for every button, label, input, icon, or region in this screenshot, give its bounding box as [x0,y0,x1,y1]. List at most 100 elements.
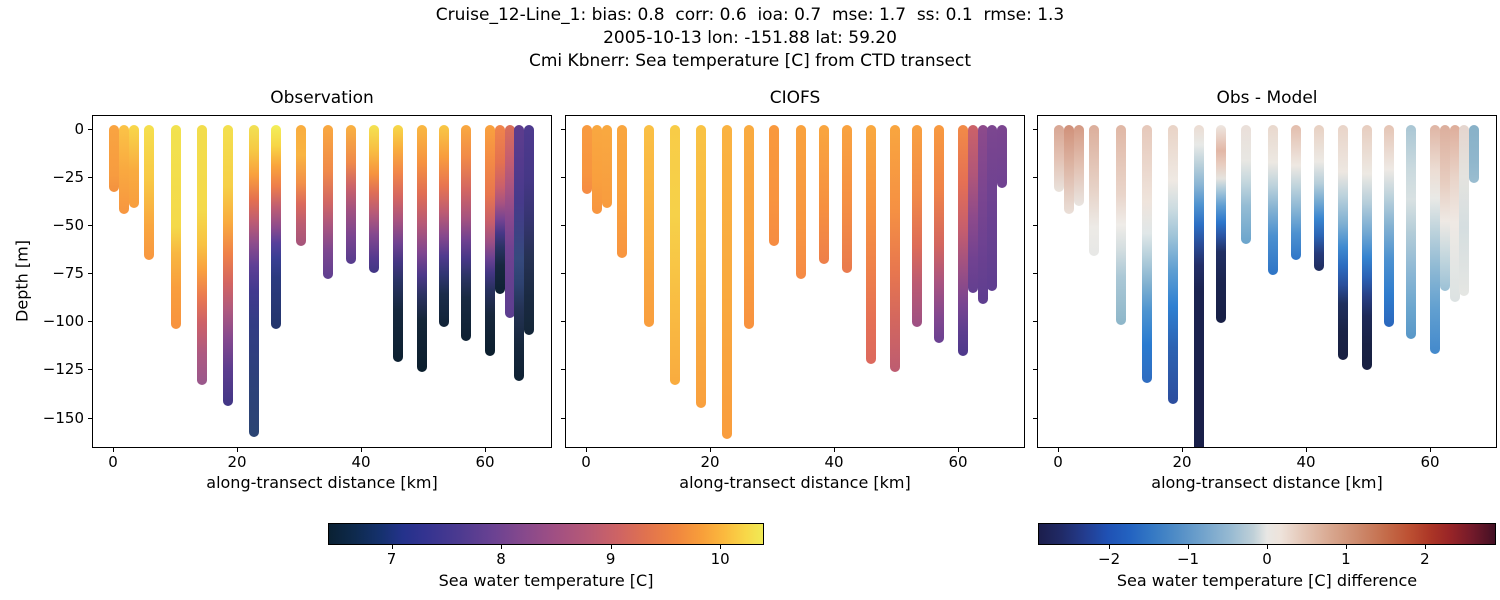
figure-title-variable: Cmi Kbnerr: Sea temperature [C] from CTD… [529,51,971,71]
y-tick-mark [1033,273,1037,275]
ctd-cast-bar [889,124,900,372]
y-tick-label: −150 [42,408,84,427]
ctd-cast-bar [1241,124,1252,245]
ctd-cast-bar [416,124,427,372]
ctd-cast-bar [1168,124,1179,405]
ctd-cast-bar [322,124,333,280]
ctd-cast-bar [1384,124,1395,328]
subplot-title-ciofs: CIOFS [769,88,821,108]
ctd-cast-bar [977,124,988,305]
x-tick-mark [1058,448,1059,452]
ctd-cast-bar [1429,124,1440,355]
x-tick-mark [1430,448,1431,452]
ctd-cast-bar [696,124,707,409]
plot-area-2 [565,115,1025,448]
y-tick-label: −75 [52,264,84,283]
x-tick-mark [1306,448,1307,452]
ctd-cast-bar [1314,124,1325,272]
colorbar-tick-mark [1424,545,1426,549]
subplot-title-obs-model: Obs - Model [1216,88,1318,108]
colorbar-tick-label: 7 [386,550,397,568]
x-tick-label: 60 [1420,453,1440,471]
colorbar-tick-mark [720,545,722,549]
ctd-cast-bar [1193,124,1204,447]
ctd-cast-bar [670,124,681,385]
colorbar-tick-label: 1 [1341,550,1351,568]
x-tick-label: 40 [1296,453,1316,471]
ctd-cast-bar [1054,124,1064,193]
ctd-cast-bar [1142,124,1153,384]
ctd-cast-bar [1290,124,1301,260]
y-tick-label: −25 [52,167,84,186]
colorbar-tick-mark [1267,545,1268,549]
colorbar-label-temperature-difference: Sea water temperature [C] difference [1116,571,1418,590]
y-tick-label: 0 [74,119,84,138]
ctd-cast-bar [171,124,181,330]
ctd-cast-bar [1063,124,1074,214]
y-tick-mark [561,273,565,275]
ctd-cast-bar [769,124,780,247]
y-tick-mark [1033,224,1037,226]
x-tick-mark [237,448,238,452]
ctd-cast-bar [582,124,592,195]
ctd-cast-bar [616,124,627,258]
colorbar-tick-label: −1 [1176,550,1200,568]
colorbar-tick-label: 8 [496,550,506,568]
y-axis-label: Depth [m] [12,240,32,322]
x-tick-label: 0 [108,453,118,471]
y-tick-mark [88,273,92,275]
ctd-cast-bar [912,124,923,328]
figure-title-date-location: 2005-10-13 lon: -151.88 lat: 59.20 [603,28,897,48]
ctd-cast-bar [957,124,968,357]
x-axis-label: along-transect distance [km] [206,473,438,492]
ctd-cast-bar [1459,124,1470,297]
ctd-cast-bar [223,124,234,407]
ctd-cast-bar [524,124,535,335]
y-tick-mark [88,128,92,130]
ctd-cast-bar [1469,124,1480,183]
x-tick-mark [1182,448,1183,452]
colorbar-tick-mark [1109,545,1111,549]
ctd-cast-bar [118,124,129,214]
ctd-cast-bar [128,124,139,208]
colorbar-tick-label: 9 [605,550,616,568]
ctd-cast-bar [934,124,945,343]
colorbar-tick-mark [610,545,612,549]
ctd-cast-bar [997,124,1008,189]
ctd-cast-bar [1361,124,1372,370]
x-tick-label: 20 [227,453,247,471]
ctd-cast-bar [439,124,450,328]
ctd-cast-bar [1073,124,1084,206]
ctd-cast-bar [865,124,876,364]
x-tick-label: 40 [351,453,371,471]
y-tick-label: −100 [42,312,84,331]
x-tick-label: 0 [1053,453,1063,471]
colorbar-tick-mark [1345,545,1347,549]
colorbar-tick-label: 2 [1420,550,1430,568]
colorbar-tick-label: 0 [1262,550,1272,568]
colorbar-tick-label: −2 [1098,550,1121,568]
ctd-cast-bar [461,124,472,341]
x-tick-mark [710,448,711,452]
y-tick-mark [88,176,92,178]
y-tick-mark [88,224,92,226]
colorbar-label-temperature: Sea water temperature [C] [438,571,654,590]
ctd-cast-bar [721,124,732,439]
ctd-cast-bar [591,124,602,214]
ctd-cast-bar [1088,124,1099,256]
ctd-cast-bar [967,124,978,293]
ctd-cast-bar [842,124,853,274]
figure-title-stats: Cruise_12-Line_1: bias: 0.8 corr: 0.6 io… [435,5,1065,25]
ctd-cast-bar [987,124,998,291]
y-tick-mark [1033,369,1037,371]
y-tick-mark [561,321,565,323]
colorbar-tick-mark [1188,545,1190,549]
colorbar-tick-label: 10 [710,550,730,568]
y-tick-mark [1033,321,1037,323]
y-tick-mark [88,417,92,419]
ctd-cast-bar [143,124,154,260]
y-tick-mark [561,369,565,371]
ctd-cast-bar [644,124,654,328]
x-tick-mark [586,448,587,452]
ctd-cast-bar [197,124,208,385]
